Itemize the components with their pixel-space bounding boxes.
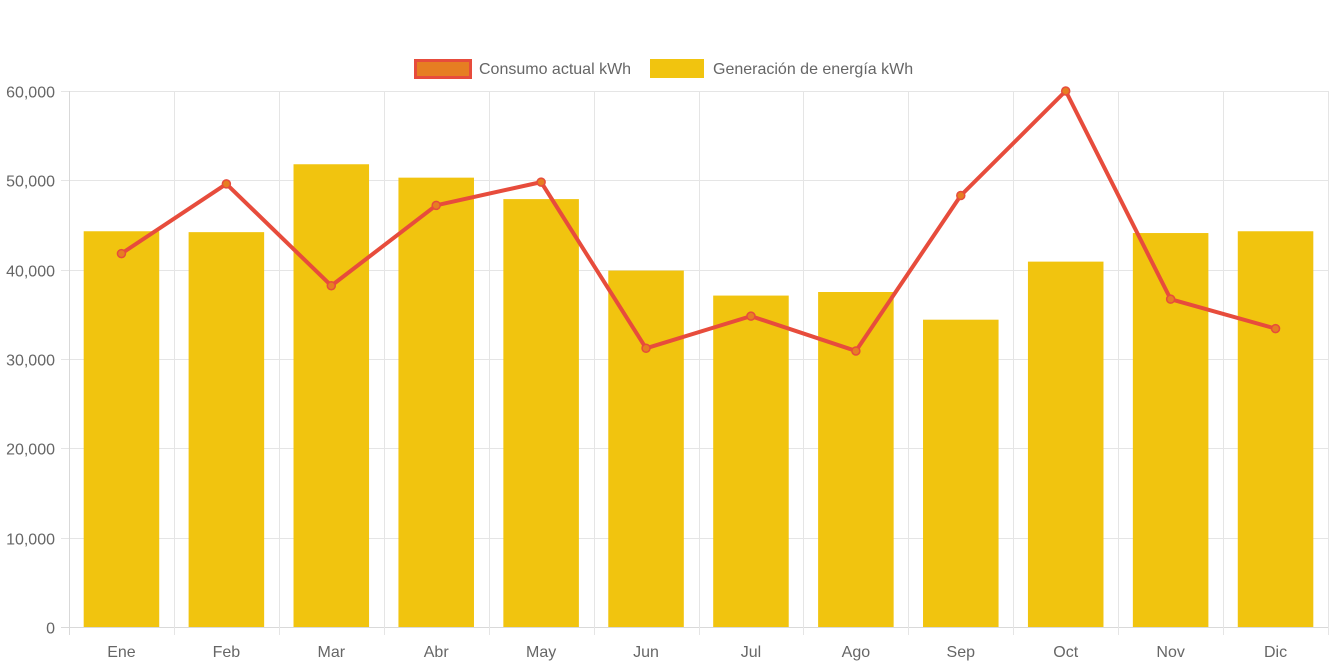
y-tick-label: 20,000 xyxy=(6,442,55,459)
point-consumo-ago[interactable] xyxy=(851,346,861,356)
x-tick-label: Ago xyxy=(842,644,871,661)
point-consumo-dic[interactable] xyxy=(1270,323,1281,334)
bar-generacion-jul[interactable] xyxy=(713,295,789,627)
bar-generacion-sep[interactable] xyxy=(923,319,999,627)
point-consumo-mar[interactable] xyxy=(326,280,337,291)
point-consumo-ene[interactable] xyxy=(116,248,127,259)
bar-generacion-mar[interactable] xyxy=(293,164,370,627)
bar-generacion-nov[interactable] xyxy=(1132,233,1209,628)
y-tick-label: 60,000 xyxy=(6,85,55,102)
legend: Consumo actual kWh Generación de energía… xyxy=(414,59,913,79)
x-tick-label: Abr xyxy=(424,644,450,661)
x-tick-label: Dic xyxy=(1264,644,1287,661)
bar-generacion-dic[interactable] xyxy=(1237,231,1314,627)
y-tick-label: 10,000 xyxy=(6,532,55,549)
x-tick-label: Jun xyxy=(633,644,659,661)
x-tick-label: Ene xyxy=(107,644,136,661)
bar-generacion-ene[interactable] xyxy=(83,231,160,627)
x-tick-label: Jul xyxy=(741,644,761,661)
line-layer xyxy=(116,86,1281,356)
point-consumo-nov[interactable] xyxy=(1165,294,1176,304)
x-tick-label: May xyxy=(526,644,556,661)
x-tick-label: Sep xyxy=(947,644,976,661)
x-tick-label: Mar xyxy=(318,644,346,661)
legend-item-consumo[interactable]: Consumo actual kWh xyxy=(414,59,632,79)
bar-generacion-may[interactable] xyxy=(503,199,579,628)
point-consumo-jun[interactable] xyxy=(641,343,651,354)
point-consumo-oct[interactable] xyxy=(1060,86,1071,96)
point-consumo-may[interactable] xyxy=(536,177,546,187)
legend-label-generacion: Generación de energía kWh xyxy=(713,61,913,78)
y-tick-label: 50,000 xyxy=(6,174,55,191)
y-tick-label: 0 xyxy=(46,621,55,638)
point-consumo-abr[interactable] xyxy=(431,200,441,211)
x-tick-label: Nov xyxy=(1156,644,1184,661)
legend-swatch-generacion xyxy=(650,59,704,78)
bar-generacion-oct[interactable] xyxy=(1027,261,1104,627)
x-tick-label: Oct xyxy=(1053,644,1078,661)
bar-layer xyxy=(83,164,1314,628)
point-consumo-sep[interactable] xyxy=(956,190,966,201)
axis-layer: 0 10,000 20,000 30,000 40,000 50,000 60,000 Ene… xyxy=(6,85,1287,662)
line-consumo xyxy=(120,89,1277,353)
x-tick-label: Feb xyxy=(213,644,241,661)
grid-layer xyxy=(61,91,1329,635)
legend-swatch-consumo xyxy=(414,59,472,79)
bar-generacion-jun[interactable] xyxy=(608,270,684,627)
y-tick-label: 30,000 xyxy=(6,353,55,370)
bar-generacion-abr[interactable] xyxy=(398,177,474,628)
y-tick-label: 40,000 xyxy=(6,264,55,281)
bar-generacion-feb[interactable] xyxy=(188,232,265,627)
legend-label-consumo: Consumo actual kWh xyxy=(479,61,631,78)
point-consumo-jul[interactable] xyxy=(746,311,756,321)
legend-item-generacion[interactable]: Generación de energía kWh xyxy=(650,59,913,78)
point-consumo-feb[interactable] xyxy=(221,179,232,189)
